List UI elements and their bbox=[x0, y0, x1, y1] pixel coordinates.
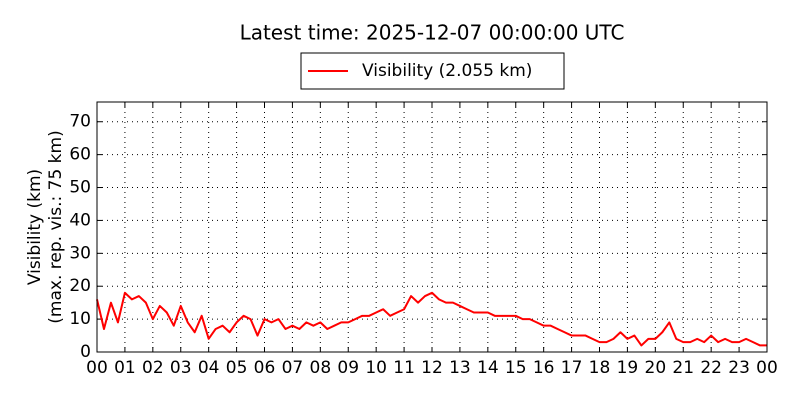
x-tick-label: 11 bbox=[393, 358, 415, 378]
x-tick-label: 05 bbox=[226, 358, 248, 378]
x-tick-label: 01 bbox=[114, 358, 136, 378]
x-tick-label: 17 bbox=[561, 358, 583, 378]
x-tick-label: 13 bbox=[449, 358, 471, 378]
y-tick-label: 70 bbox=[69, 112, 91, 132]
x-tick-label: 20 bbox=[645, 358, 667, 378]
x-tick-label: 21 bbox=[672, 358, 694, 378]
chart-title: Latest time: 2025-12-07 00:00:00 UTC bbox=[240, 21, 625, 45]
x-tick-label: 15 bbox=[505, 358, 527, 378]
x-tick-label: 02 bbox=[142, 358, 164, 378]
x-tick-label: 00 bbox=[756, 358, 778, 378]
x-tick-label: 00 bbox=[86, 358, 108, 378]
y-axis-label: Visibility (km) bbox=[25, 169, 45, 285]
x-tick-label: 14 bbox=[477, 358, 499, 378]
x-tick-label: 23 bbox=[728, 358, 750, 378]
plot-frame bbox=[96, 101, 768, 353]
x-tick-label: 07 bbox=[282, 358, 304, 378]
x-tick-label: 04 bbox=[198, 358, 220, 378]
y-tick-label: 30 bbox=[69, 243, 91, 263]
x-tick-label: 08 bbox=[310, 358, 332, 378]
y-tick-label: 50 bbox=[69, 178, 91, 198]
y-tick-label: 40 bbox=[69, 210, 91, 230]
x-tick-label: 22 bbox=[700, 358, 722, 378]
x-tick-label: 16 bbox=[533, 358, 555, 378]
x-tick-label: 06 bbox=[254, 358, 276, 378]
x-tick-label: 18 bbox=[589, 358, 611, 378]
y-tick-label: 10 bbox=[69, 309, 91, 329]
x-tick-label: 10 bbox=[365, 358, 387, 378]
x-tick-label: 12 bbox=[421, 358, 443, 378]
y-tick-label: 0 bbox=[80, 342, 91, 362]
y-tick-label: 60 bbox=[69, 145, 91, 165]
x-tick-label: 09 bbox=[337, 358, 359, 378]
y-axis-label: (max. rep. vis.: 75 km) bbox=[46, 130, 66, 323]
y-tick-label: 20 bbox=[69, 276, 91, 296]
x-tick-label: 19 bbox=[617, 358, 639, 378]
legend-label: Visibility (2.055 km) bbox=[362, 61, 532, 81]
data-line bbox=[96, 291, 767, 347]
x-tick-label: 03 bbox=[170, 358, 192, 378]
